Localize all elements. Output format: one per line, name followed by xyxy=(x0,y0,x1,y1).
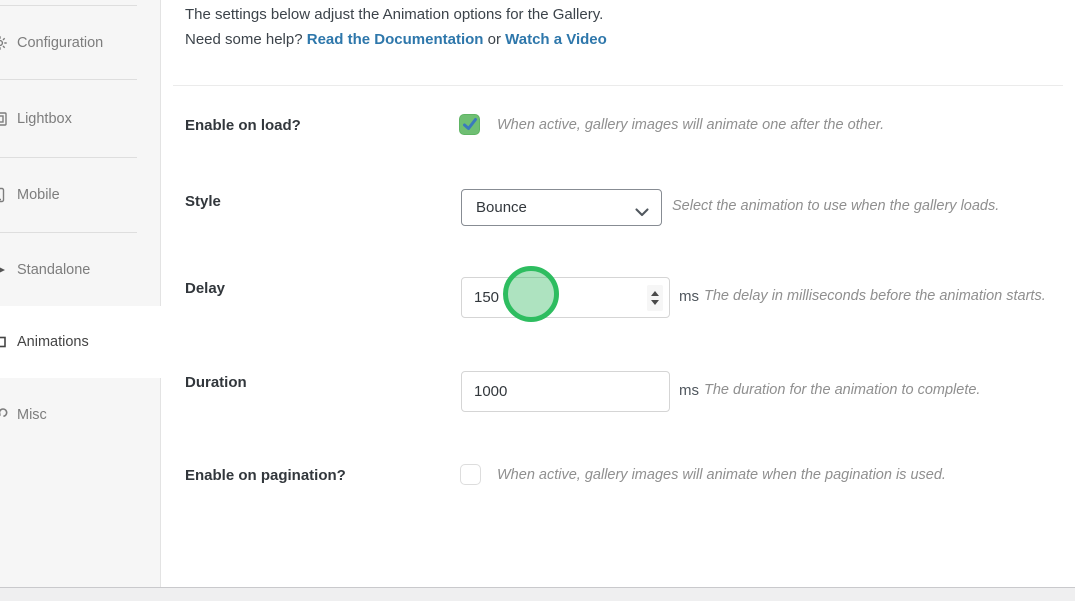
duration-label: Duration xyxy=(185,374,247,391)
tab-label: Animations xyxy=(17,334,89,350)
wrench-icon xyxy=(0,407,8,423)
checkmark-icon xyxy=(460,117,479,132)
number-spinner[interactable] xyxy=(647,285,663,311)
intro-line2: Need some help? Read the Documentation o… xyxy=(185,27,607,52)
tab-animations[interactable]: Animations xyxy=(0,306,160,378)
intro-line1: The settings below adjust the Animation … xyxy=(185,6,604,23)
animations-icon xyxy=(0,334,8,350)
tab-mobile[interactable]: Mobile xyxy=(0,158,160,232)
tab-label: Standalone xyxy=(17,261,91,278)
tab-lightbox[interactable]: Lightbox xyxy=(0,80,160,157)
intro-text: The settings below adjust the Animation … xyxy=(185,2,607,52)
sidebar-border xyxy=(160,0,161,306)
tab-separator xyxy=(0,5,137,6)
mobile-icon xyxy=(0,187,8,203)
sidebar-border xyxy=(160,378,161,587)
spinner-up-icon xyxy=(651,291,659,296)
enable-on-pagination-description: When active, gallery images will animate… xyxy=(497,467,946,483)
watch-video-link[interactable]: Watch a Video xyxy=(505,31,607,48)
style-description: Select the animation to use when the gal… xyxy=(672,198,1000,214)
delay-input[interactable] xyxy=(461,277,670,318)
duration-description: The duration for the animation to comple… xyxy=(704,382,981,398)
style-select-value: Bounce xyxy=(476,199,527,216)
tab-configuration[interactable]: Configuration xyxy=(0,6,160,79)
tab-label: Misc xyxy=(17,407,47,423)
duration-unit: ms xyxy=(679,382,699,399)
tab-label: Mobile xyxy=(17,187,60,203)
tab-separator xyxy=(0,79,137,80)
cursor-arrow-icon xyxy=(0,262,8,278)
tab-separator xyxy=(0,232,137,233)
delay-unit: ms xyxy=(679,288,699,305)
spinner-down-icon xyxy=(651,300,659,305)
tab-label: Lightbox xyxy=(17,110,72,127)
settings-tabs-sidebar: Configuration Lightbox Mobile xyxy=(0,0,160,587)
enable-on-load-label: Enable on load? xyxy=(185,117,301,134)
delay-label: Delay xyxy=(185,280,226,297)
gear-icon xyxy=(0,35,8,51)
tab-standalone[interactable]: Standalone xyxy=(0,233,160,306)
tab-label: Configuration xyxy=(17,34,104,51)
enable-on-pagination-checkbox[interactable] xyxy=(460,464,481,485)
enable-on-pagination-label: Enable on pagination? xyxy=(185,467,346,484)
section-divider xyxy=(173,85,1063,86)
tab-separator xyxy=(0,157,137,158)
tab-misc[interactable]: Misc xyxy=(0,378,160,452)
style-select[interactable]: Bounce xyxy=(461,189,662,226)
or-text: or xyxy=(487,31,501,48)
page-footer-strip xyxy=(0,587,1075,601)
read-documentation-link[interactable]: Read the Documentation xyxy=(306,31,484,48)
enable-on-load-checkbox[interactable] xyxy=(459,114,480,135)
delay-description: The delay in milliseconds before the ani… xyxy=(704,288,1046,304)
lightbox-icon xyxy=(0,111,8,127)
help-prefix: Need some help? xyxy=(185,31,303,48)
enable-on-load-description: When active, gallery images will animate… xyxy=(497,117,885,133)
style-label: Style xyxy=(185,193,221,210)
duration-input[interactable] xyxy=(461,371,670,412)
chevron-down-icon xyxy=(635,204,649,221)
